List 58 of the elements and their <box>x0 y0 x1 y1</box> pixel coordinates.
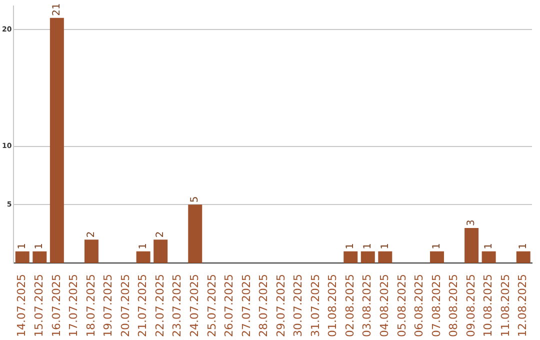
bar <box>430 251 444 264</box>
data-label: 5 <box>190 196 201 203</box>
bar <box>50 18 64 264</box>
x-tick-label: 15.07.2025 <box>32 274 46 338</box>
data-label: 1 <box>138 242 149 250</box>
data-label: 1 <box>345 242 356 250</box>
data-label: 2 <box>86 231 98 238</box>
data-label: 2 <box>155 231 166 238</box>
data-label: 1 <box>518 242 529 250</box>
bar <box>482 251 496 264</box>
x-tick-label: 17.07.2025 <box>67 274 80 338</box>
bar <box>344 251 358 264</box>
x-tick-label: 10.08.2025 <box>482 274 495 338</box>
data-label: 1 <box>432 242 443 250</box>
x-tick-label: 06.08.2025 <box>412 274 426 338</box>
data-label: 21 <box>52 3 63 16</box>
x-tick-label: 02.08.2025 <box>343 274 356 338</box>
data-label: 1 <box>16 242 28 250</box>
x-tick-label: 27.07.2025 <box>240 274 253 338</box>
x-tick-label: 18.07.2025 <box>84 274 98 338</box>
x-tick-label: 29.07.2025 <box>274 274 288 338</box>
bar <box>188 204 202 264</box>
x-tick-label: 16.07.2025 <box>50 274 63 338</box>
x-tick-label: 01.08.2025 <box>326 274 340 338</box>
bar <box>464 228 479 264</box>
x-tick-label: 30.07.2025 <box>292 274 305 338</box>
x-tick-label: 11.08.2025 <box>498 274 512 338</box>
x-tick-label: 28.07.2025 <box>257 274 270 338</box>
bar <box>154 240 168 264</box>
x-tick-label: 20.07.2025 <box>118 274 132 338</box>
x-tick-label: 31.07.2025 <box>308 274 322 338</box>
bar <box>360 251 375 264</box>
x-tick-label: 08.08.2025 <box>447 274 460 338</box>
x-tick-label: 09.08.2025 <box>464 274 478 338</box>
x-tick-label: 21.07.2025 <box>136 274 150 338</box>
data-label: 1 <box>362 242 374 250</box>
data-label: 1 <box>34 242 46 250</box>
bar <box>136 251 150 264</box>
x-tick-label: 22.07.2025 <box>153 274 166 338</box>
x-tick-label: 07.08.2025 <box>430 274 443 338</box>
bar <box>32 251 47 264</box>
x-tick-label: 24.07.2025 <box>188 274 201 338</box>
x-tick-label: 14.07.2025 <box>15 274 28 338</box>
x-tick-label: 25.07.2025 <box>205 274 218 338</box>
data-label: 1 <box>483 242 494 250</box>
data-label: 3 <box>466 220 478 226</box>
x-tick-label: 19.07.2025 <box>102 274 115 338</box>
x-tick-label: 12.08.2025 <box>516 274 530 338</box>
x-tick-label: 03.08.2025 <box>360 274 374 338</box>
bar <box>15 251 30 264</box>
x-tick-label: 26.07.2025 <box>222 274 236 338</box>
bar <box>516 251 530 264</box>
x-tick-label: 23.07.2025 <box>170 274 184 338</box>
bar <box>378 251 392 264</box>
x-tick-label: 05.08.2025 <box>395 274 408 338</box>
data-label: 1 <box>380 242 391 250</box>
x-tick-label: 04.08.2025 <box>378 274 392 338</box>
bar <box>84 240 98 264</box>
